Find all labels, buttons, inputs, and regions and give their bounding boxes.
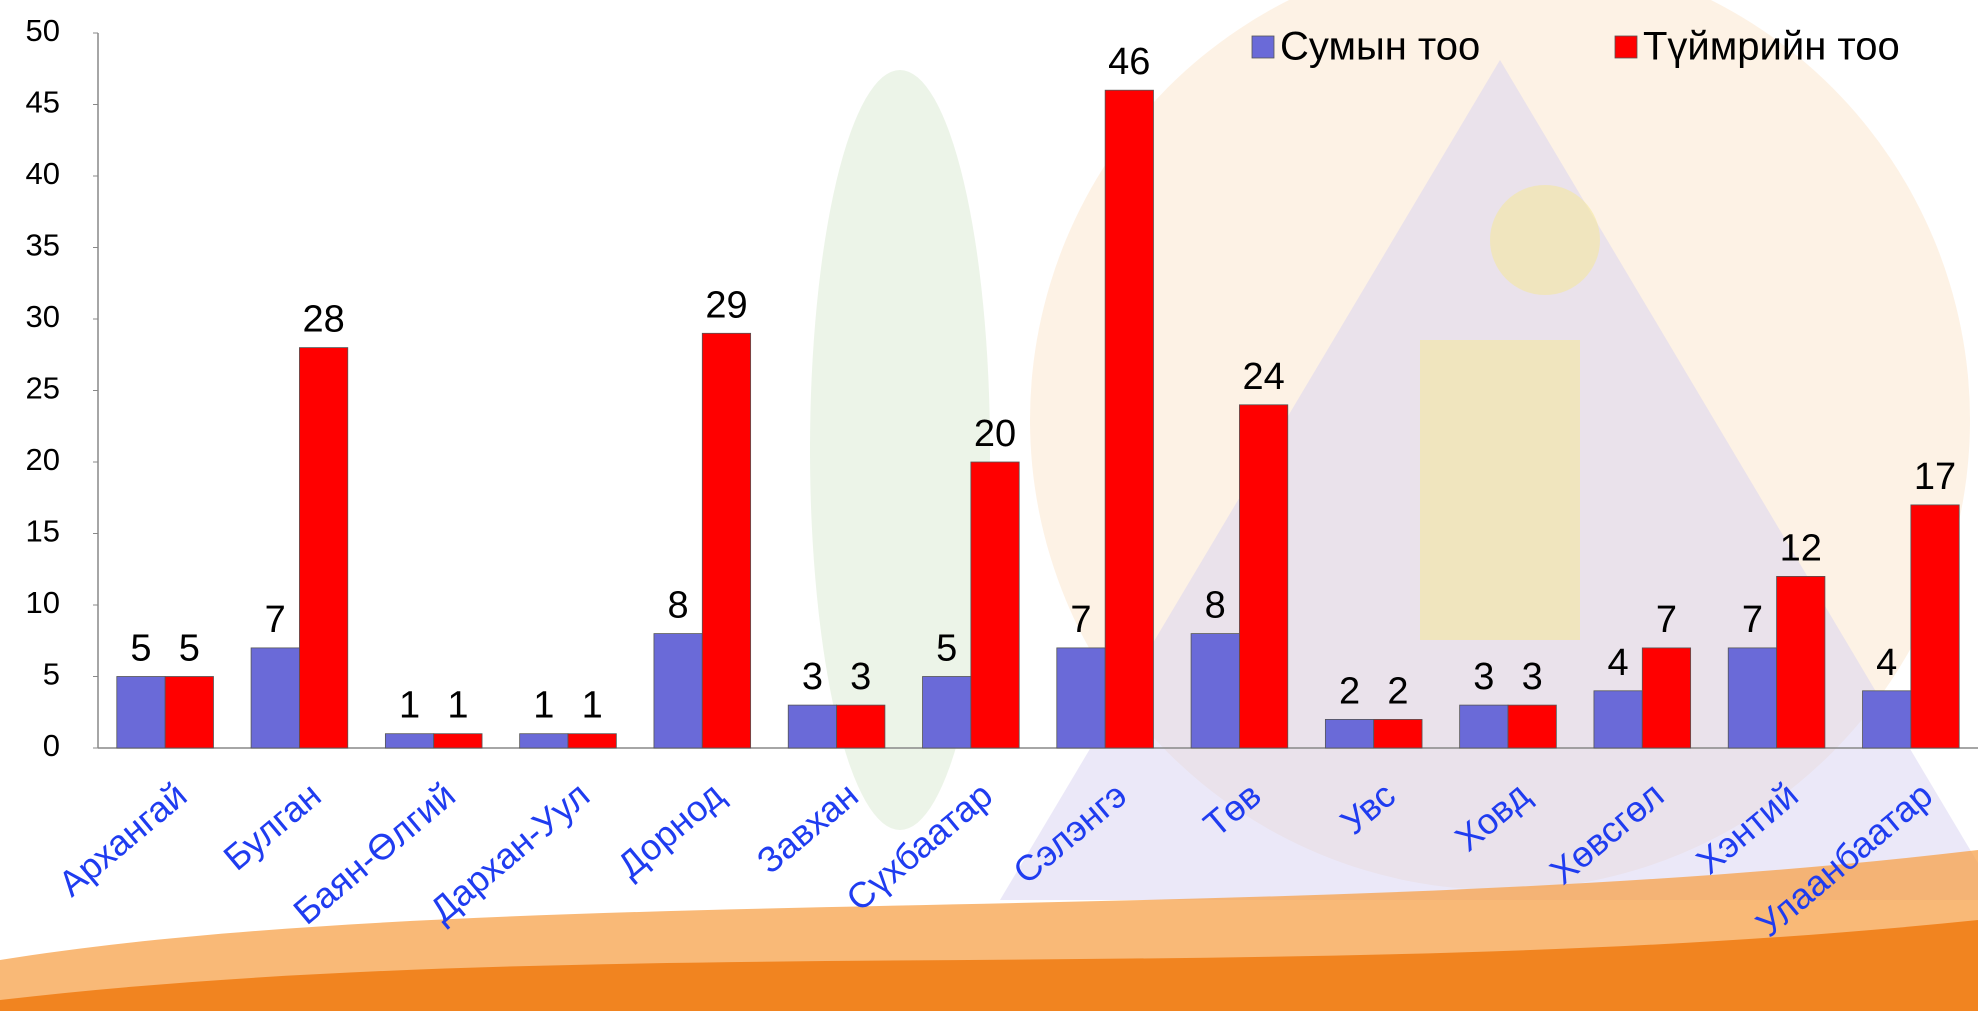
value-label: 3 — [802, 656, 823, 698]
value-label: 20 — [974, 413, 1016, 455]
value-label: 24 — [1242, 356, 1284, 398]
bar — [520, 734, 568, 748]
x-tick-label: Завхан — [749, 774, 866, 882]
value-label: 28 — [302, 299, 344, 341]
y-tick-label: 5 — [43, 657, 60, 692]
bar — [1057, 648, 1105, 748]
value-label: 8 — [1205, 585, 1226, 627]
bar — [117, 677, 165, 749]
value-label: 2 — [1339, 670, 1360, 712]
bar — [251, 648, 299, 748]
value-label: 1 — [533, 685, 554, 727]
value-label: 5 — [130, 628, 151, 670]
x-tick-label: Дорнод — [609, 774, 731, 886]
legend-label: Түймрийн тоо — [1643, 25, 1900, 69]
value-label: 7 — [1742, 599, 1763, 641]
bar — [788, 705, 836, 748]
y-tick-label: 25 — [26, 371, 60, 406]
value-label: 46 — [1108, 41, 1150, 83]
bar — [1728, 648, 1776, 748]
bar — [1325, 719, 1373, 748]
legend-swatch — [1615, 36, 1637, 58]
value-label: 7 — [1070, 599, 1091, 641]
bar — [923, 677, 971, 749]
y-tick-label: 50 — [26, 13, 60, 48]
bar — [654, 634, 702, 748]
bar — [299, 348, 347, 748]
bar — [1105, 90, 1153, 748]
value-label: 4 — [1608, 642, 1629, 684]
y-tick-label: 45 — [26, 85, 60, 120]
bar — [1374, 719, 1422, 748]
bar — [1863, 691, 1911, 748]
bar — [1191, 634, 1239, 748]
value-label: 1 — [399, 685, 420, 727]
bar — [1508, 705, 1556, 748]
y-tick-label: 40 — [26, 156, 60, 191]
bar — [1642, 648, 1690, 748]
y-tick-label: 10 — [26, 585, 60, 620]
bar — [1460, 705, 1508, 748]
value-label: 12 — [1780, 527, 1822, 569]
value-label: 4 — [1876, 642, 1897, 684]
y-tick-label: 20 — [26, 442, 60, 477]
bar — [1911, 505, 1959, 748]
bar — [1239, 405, 1287, 748]
value-label: 3 — [850, 656, 871, 698]
bar — [385, 734, 433, 748]
bar — [837, 705, 885, 748]
bar — [702, 333, 750, 748]
value-label: 1 — [582, 685, 603, 727]
bar — [568, 734, 616, 748]
value-label: 5 — [936, 628, 957, 670]
value-label: 8 — [668, 585, 689, 627]
value-label: 3 — [1473, 656, 1494, 698]
legend-label: Сумын тоо — [1280, 25, 1480, 69]
legend-swatch — [1252, 36, 1274, 58]
value-label: 7 — [1656, 599, 1677, 641]
y-tick-label: 30 — [26, 299, 60, 334]
bar — [434, 734, 482, 748]
bar — [165, 677, 213, 749]
value-label: 5 — [179, 628, 200, 670]
bar — [971, 462, 1019, 748]
x-tick-label: Булган — [216, 774, 329, 878]
y-tick-label: 35 — [26, 228, 60, 263]
bar — [1594, 691, 1642, 748]
bar — [1777, 576, 1825, 748]
y-tick-label: 0 — [43, 728, 60, 763]
y-tick-label: 15 — [26, 514, 60, 549]
chart: Сумын тооТүймрийн тоо 051015202530354045… — [0, 0, 1978, 1011]
value-label: 29 — [705, 284, 747, 326]
value-label: 3 — [1522, 656, 1543, 698]
value-label: 7 — [265, 599, 286, 641]
value-label: 17 — [1914, 456, 1956, 498]
value-label: 1 — [447, 685, 468, 727]
x-tick-label: Архангай — [50, 774, 194, 904]
value-label: 2 — [1387, 670, 1408, 712]
